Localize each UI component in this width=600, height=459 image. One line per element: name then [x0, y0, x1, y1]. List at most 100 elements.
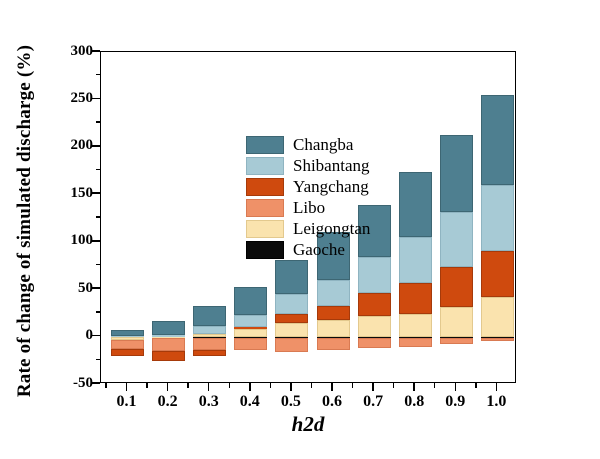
- bar-segment: [234, 287, 268, 315]
- x-tick-label: 0.5: [280, 393, 301, 410]
- x-minor-tick: [475, 383, 477, 388]
- bar-segment: [193, 326, 227, 334]
- bar-segment: [111, 329, 144, 336]
- x-major-tick: [166, 383, 169, 391]
- y-tick-label: -50: [73, 374, 93, 391]
- bar-segment: [234, 336, 268, 338]
- y-tick-label: 250: [70, 89, 94, 106]
- x-minor-tick: [269, 383, 272, 388]
- bar-segment: [316, 306, 350, 321]
- bar-segment: [152, 351, 186, 361]
- bar-segment: [316, 337, 350, 350]
- x-tick-label: 0.4: [239, 393, 260, 410]
- x-major-tick: [125, 383, 128, 391]
- y-major-tick: [92, 239, 100, 242]
- bar-segment: [480, 337, 514, 342]
- x-minor-tick: [146, 383, 148, 388]
- bar-segment: [357, 336, 391, 338]
- bar-segment: [152, 337, 186, 352]
- y-minor-tick: [96, 358, 100, 360]
- legend-label: Libo: [293, 198, 326, 217]
- bar-segment: [480, 251, 514, 297]
- bar-segment: [234, 337, 268, 351]
- bar-segment: [193, 336, 227, 338]
- bar-segment: [357, 315, 391, 337]
- legend-item: Shibantang: [246, 155, 370, 176]
- y-tick-label: 200: [70, 137, 94, 154]
- x-minor-tick: [105, 383, 107, 388]
- bar-segment: [357, 204, 391, 257]
- bar-segment: [439, 267, 473, 308]
- legend-label: Gaoche: [293, 240, 345, 259]
- x-major-tick: [249, 383, 251, 391]
- x-tick-label: 0.6: [322, 393, 342, 410]
- y-minor-tick: [96, 216, 100, 218]
- x-minor-tick: [351, 383, 354, 388]
- bar-segment: [316, 336, 350, 338]
- y-major-tick: [92, 97, 100, 100]
- bar-segment: [234, 328, 268, 337]
- bar-segment: [193, 306, 227, 327]
- legend-item: Leigongtan: [246, 218, 370, 239]
- bar-segment: [193, 333, 227, 337]
- y-minor-tick: [96, 74, 100, 76]
- x-tick-label: 1.0: [486, 393, 507, 410]
- bar-segment: [480, 94, 514, 185]
- bar-segment: [234, 314, 268, 328]
- legend-swatch: [246, 177, 284, 196]
- legend-item: Yangchang: [246, 176, 370, 197]
- bar-segment: [275, 313, 309, 324]
- bar-segment: [275, 336, 309, 338]
- bar-segment: [357, 292, 391, 316]
- x-major-tick: [331, 383, 333, 391]
- y-tick-label: 300: [70, 42, 94, 59]
- legend-swatch: [246, 198, 284, 217]
- x-major-tick: [372, 383, 374, 391]
- y-major-tick: [92, 334, 100, 337]
- x-major-tick: [413, 383, 415, 391]
- y-minor-tick: [96, 263, 100, 266]
- bar-segment: [316, 279, 350, 307]
- x-minor-tick: [187, 383, 189, 388]
- bar-segment: [439, 212, 473, 268]
- bar-segment: [439, 337, 473, 345]
- legend-label: Yangchang: [293, 177, 369, 196]
- x-tick-label: 0.7: [363, 393, 384, 410]
- bar-segment: [152, 334, 186, 337]
- bar-segment: [480, 296, 514, 337]
- bar-segment: [275, 293, 309, 314]
- y-major-tick: [92, 192, 100, 195]
- bar-segment: [398, 236, 432, 284]
- legend-swatch: [246, 135, 284, 154]
- bar-segment: [234, 327, 268, 329]
- y-minor-tick: [96, 168, 100, 171]
- y-major-tick: [92, 50, 100, 52]
- legend-label: Changba: [293, 135, 354, 154]
- bar-segment: [193, 337, 227, 350]
- y-tick-label: 0: [85, 327, 94, 344]
- bar-segment: [316, 232, 350, 280]
- x-tick-label: 0.1: [116, 393, 137, 410]
- x-tick-label: 0.2: [157, 393, 178, 410]
- bar-segment: [398, 337, 432, 347]
- x-major-tick: [290, 383, 292, 391]
- x-tick-label: 0.3: [198, 393, 219, 410]
- x-minor-tick: [228, 383, 230, 388]
- x-minor-tick: [310, 383, 313, 388]
- bar-segment: [439, 336, 473, 338]
- legend-swatch: [246, 219, 284, 238]
- y-tick-label: 150: [70, 184, 94, 201]
- legend-item: Changba: [246, 134, 370, 155]
- bar-segment: [111, 335, 144, 337]
- x-major-tick: [207, 383, 210, 391]
- plot-area: Changba Shibantang Yangchang Libo Leigongtan…: [100, 51, 516, 383]
- y-major-tick: [92, 382, 100, 384]
- bar-segment: [275, 323, 309, 337]
- y-minor-tick: [96, 121, 100, 123]
- bar-segment: [398, 336, 432, 338]
- bar-segment: [439, 135, 473, 213]
- x-major-tick: [495, 383, 498, 391]
- y-minor-tick: [96, 311, 100, 313]
- x-tick-label: 0.9: [445, 393, 466, 410]
